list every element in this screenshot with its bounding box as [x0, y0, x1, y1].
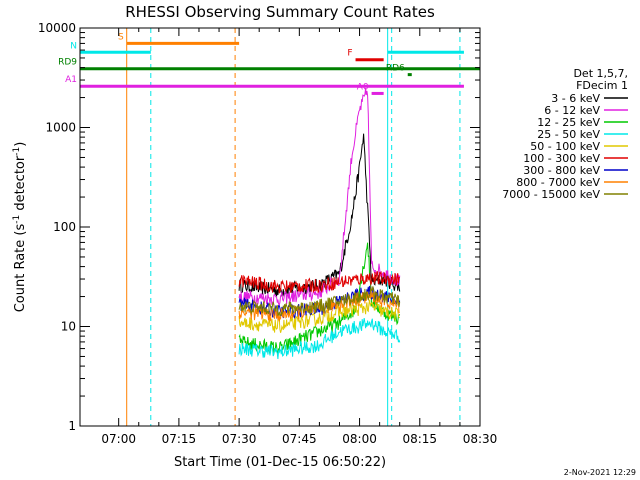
timestamp: 2-Nov-2021 12:29	[564, 468, 636, 477]
flag-label-0: S	[118, 32, 124, 42]
legend-header-0: Det 1,5,7,	[573, 67, 628, 80]
series-line-7	[238, 290, 400, 323]
legend-label-6: 300 - 800 keV	[523, 164, 600, 177]
axis-layer: 07:00 07:15 07:30 07:45 08:00 08:15 08:30 1 10 10…	[38, 21, 497, 446]
y-axis-label-sup1: -1	[12, 215, 22, 224]
series-line-4	[238, 299, 401, 333]
series-line-8	[238, 286, 401, 317]
data-layer: S N F RD9 RD6 A1 A0	[58, 28, 480, 426]
series-line-1	[238, 88, 401, 307]
legend-label-7: 800 - 7000 keV	[516, 176, 600, 189]
flag-label-3: F	[347, 49, 352, 59]
y-axis-label-mid: detector	[13, 155, 28, 215]
x-tick-label-3: 07:45	[282, 432, 317, 446]
legend-label-4: 50 - 100 keV	[530, 140, 600, 153]
x-axis-label: Start Time (01-Dec-15 06:50:22)	[174, 455, 386, 470]
y-tick-label-3: 1000	[45, 121, 76, 135]
flag-label-4: RD9	[58, 58, 77, 68]
flag-label-1: N	[70, 41, 77, 51]
x-tick-label-2: 07:30	[222, 432, 257, 446]
legend-label-5: 100 - 300 keV	[523, 152, 600, 165]
y-axis-label-close: )	[13, 142, 28, 147]
y-axis-label-main: Count Rate (s	[13, 224, 28, 313]
legend-label-2: 12 - 25 keV	[537, 116, 600, 129]
legend-label-3: 25 - 50 keV	[537, 128, 600, 141]
y-axis-label-sup2: -1	[12, 147, 22, 156]
y-tick-label-4: 10000	[38, 21, 76, 35]
legend-label-8: 7000 - 15000 keV	[502, 188, 600, 201]
series-line-5	[238, 270, 400, 294]
legend-header-1: FDecim 1	[576, 79, 628, 92]
x-tick-label-1: 07:15	[162, 432, 197, 446]
x-tick-label-5: 08:15	[402, 432, 437, 446]
x-tick-label-4: 08:00	[342, 432, 377, 446]
y-tick-label-1: 10	[61, 320, 76, 334]
legend-label-1: 6 - 12 keV	[544, 104, 600, 117]
y-tick-label-0: 1	[68, 419, 76, 433]
x-tick-label-6: 08:30	[463, 432, 498, 446]
y-tick-label-2: 100	[53, 220, 76, 234]
series-line-3	[238, 318, 401, 360]
flag-label-5: RD6	[386, 64, 405, 74]
chart-title: RHESSI Observing Summary Count Rates	[125, 3, 435, 21]
x-tick-label-0: 07:00	[101, 432, 136, 446]
flag-label-7: A0	[357, 82, 369, 92]
legend-label-0: 3 - 6 keV	[551, 92, 600, 105]
series-line-2	[238, 242, 401, 355]
flag-label-6: A1	[65, 75, 77, 85]
y-axis-label: Count Rate (s-1 detector-1)	[12, 142, 28, 313]
